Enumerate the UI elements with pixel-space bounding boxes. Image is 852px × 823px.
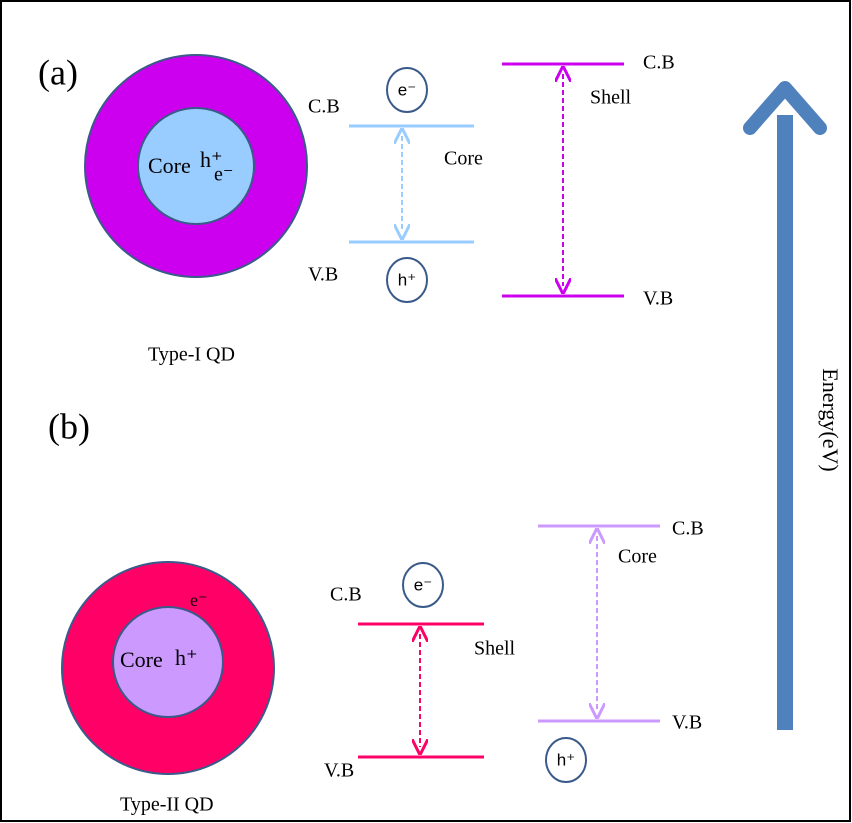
dot-hole: h⁺ (175, 645, 198, 670)
electron: e⁻ (414, 575, 432, 594)
band-name: Core (444, 148, 483, 170)
band-name: Shell (474, 638, 516, 660)
energy-label: Energy(eV) (818, 368, 843, 471)
cb-label: C.B (308, 96, 340, 118)
panel-label: (b) (48, 406, 90, 446)
dot-core: Core (148, 153, 191, 178)
vb-label: V.B (643, 288, 673, 310)
dot-electron: e⁻ (214, 164, 233, 186)
diagram: (a) Core h⁺ e⁻ Type-I QD C.B V.B Core e⁻… (0, 0, 852, 823)
band-name: Core (618, 546, 657, 568)
electron: e⁻ (398, 80, 416, 99)
hole: h⁺ (398, 270, 416, 289)
dot-electron: e⁻ (190, 590, 208, 610)
caption: Type-II QD (120, 794, 214, 816)
panel-label: (a) (38, 52, 78, 92)
cb-label: C.B (672, 518, 704, 540)
cb-label: C.B (330, 584, 362, 606)
caption: Type-I QD (148, 344, 235, 366)
vb-label: V.B (308, 264, 338, 286)
vb-label: V.B (324, 760, 354, 782)
dot-core: Core (120, 647, 163, 672)
band-name: Shell (590, 87, 632, 109)
vb-label: V.B (672, 712, 702, 734)
cb-label: C.B (643, 52, 675, 74)
hole: h⁺ (557, 750, 575, 769)
